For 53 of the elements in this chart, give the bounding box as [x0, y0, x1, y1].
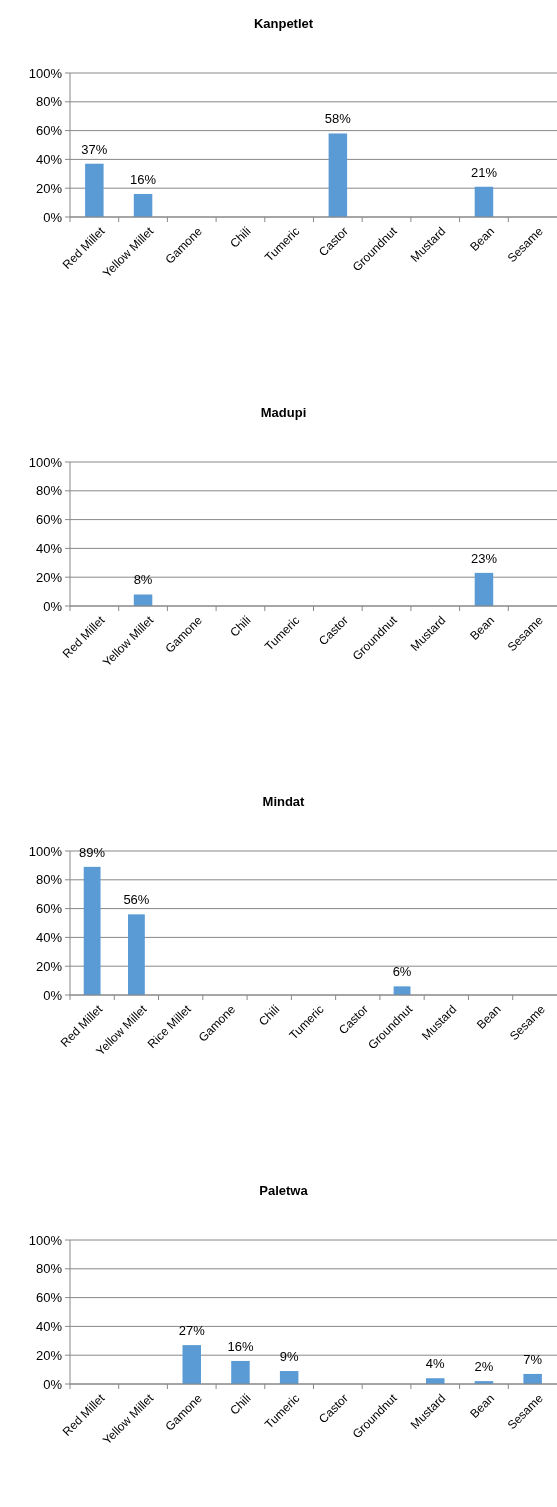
y-tick-label: 0% — [43, 209, 63, 225]
y-tick-label: 20% — [35, 569, 63, 585]
data-label: 2% — [474, 1359, 494, 1375]
bar — [133, 193, 153, 217]
data-label: 27% — [178, 1323, 206, 1339]
y-tick-label: 80% — [35, 872, 63, 888]
data-label: 16% — [130, 171, 157, 187]
y-tick-label: 40% — [35, 1318, 63, 1334]
bar — [85, 163, 104, 217]
bar — [328, 133, 348, 217]
data-label: 7% — [523, 1351, 543, 1367]
data-label: 9% — [279, 1349, 299, 1365]
data-label: 23% — [470, 550, 498, 566]
y-tick-label: 40% — [35, 540, 63, 556]
data-label: 56% — [123, 892, 150, 908]
bar — [128, 914, 145, 995]
y-tick-label: 20% — [35, 180, 63, 196]
data-label: 58% — [324, 111, 352, 127]
y-tick-label: 20% — [35, 958, 63, 974]
data-label: 16% — [227, 1338, 254, 1354]
y-tick-label: 60% — [35, 123, 63, 139]
data-label: 8% — [133, 572, 153, 588]
data-label: 4% — [425, 1356, 446, 1372]
y-tick-label: 60% — [35, 512, 63, 528]
y-tick-label: 100% — [28, 1232, 63, 1248]
y-tick-label: 80% — [35, 94, 63, 110]
data-label: 37% — [81, 141, 108, 157]
y-tick-label: 80% — [35, 1261, 63, 1277]
chart-title: Kanpetlet — [253, 16, 314, 31]
bar — [182, 1345, 201, 1384]
y-tick-label: 0% — [43, 1376, 63, 1392]
bar — [474, 186, 494, 217]
y-tick-label: 60% — [35, 1290, 63, 1306]
bar — [523, 1373, 542, 1384]
y-tick-label: 100% — [28, 65, 63, 81]
chart-title: Paletwa — [259, 1183, 309, 1198]
y-tick-label: 20% — [35, 1347, 63, 1363]
y-tick-label: 100% — [28, 454, 63, 470]
data-label: 89% — [79, 844, 106, 860]
y-tick-label: 0% — [43, 598, 63, 614]
y-tick-label: 40% — [35, 151, 63, 167]
bar — [83, 866, 101, 995]
bar — [279, 1371, 299, 1384]
y-tick-label: 40% — [35, 929, 63, 945]
bar — [231, 1360, 250, 1384]
y-tick-label: 80% — [35, 483, 63, 499]
y-tick-label: 0% — [43, 987, 63, 1003]
data-label: 6% — [392, 964, 412, 980]
chart-title: Madupi — [260, 405, 307, 420]
y-tick-label: 100% — [28, 843, 63, 859]
y-tick-label: 60% — [35, 901, 63, 917]
data-label: 21% — [470, 164, 498, 180]
chart-title: Mindat — [262, 794, 306, 809]
